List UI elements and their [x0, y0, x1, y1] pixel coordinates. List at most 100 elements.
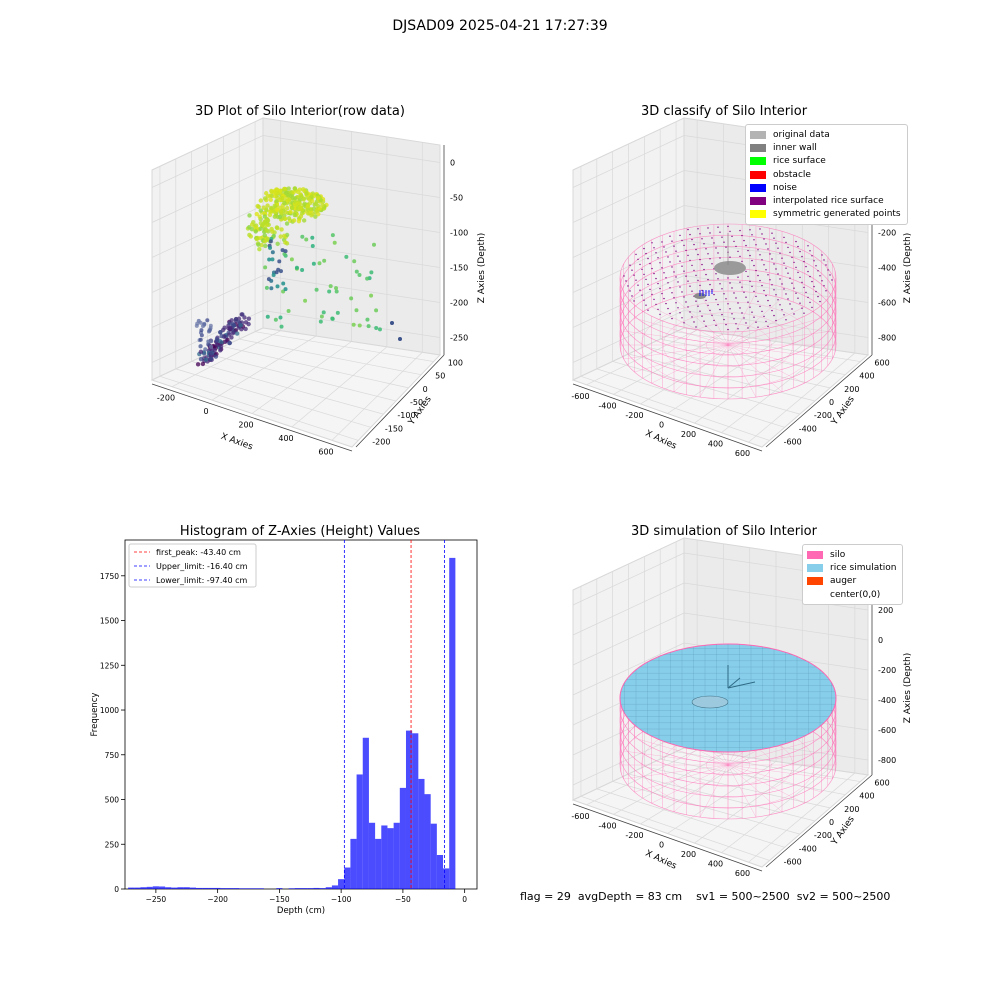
classify-grid-y [676, 331, 861, 362]
classify-interp-point [785, 267, 787, 269]
raw-point [219, 333, 224, 339]
raw-point [390, 321, 394, 325]
classify-interp-point [725, 323, 727, 326]
classify-interp-point [719, 308, 721, 311]
classify-interp-point [787, 272, 789, 274]
classify-interp-point [821, 280, 823, 282]
classify-interp-point [741, 260, 743, 263]
classify-interp-point [757, 326, 759, 328]
raw-point [265, 314, 270, 319]
classify-noise-point [711, 290, 713, 292]
classify-interp-point [729, 230, 731, 233]
classify-y-tick: -400 [799, 424, 817, 433]
classify-interp-point [693, 269, 695, 272]
classify-plot-title: 3D classify of Silo Interior [640, 104, 808, 119]
classify-interp-point [627, 285, 629, 287]
classify-interp-point [641, 294, 643, 296]
raw-point [352, 259, 357, 264]
classify-floor-line [634, 344, 729, 373]
histogram-bar [251, 888, 258, 889]
raw-point [275, 195, 280, 201]
classify-floor-ring [641, 301, 815, 389]
classify-ring [619, 257, 837, 366]
classify-interp-point [773, 314, 775, 317]
simulation-grid-y [628, 773, 816, 822]
classify-interp-point [783, 314, 785, 316]
classify-interp-point [751, 234, 753, 236]
classify-interp-point [785, 319, 787, 321]
raw-point [314, 287, 319, 292]
raw-point [289, 205, 295, 211]
raw-point [269, 286, 274, 291]
raw-point [261, 205, 266, 210]
simulation-legend: silo rice simulation auger center(0,0) [802, 544, 904, 606]
raw-point [264, 285, 269, 290]
classify-interp-point [623, 275, 625, 277]
raw-point [283, 190, 289, 196]
raw-z-tick: -150 [450, 264, 468, 273]
classify-grid-y [580, 375, 770, 441]
raw-point [249, 222, 255, 227]
classify-interp-point [703, 268, 705, 271]
raw-point [265, 236, 271, 242]
classify-legend-swatch [750, 210, 766, 219]
raw-point [209, 339, 214, 344]
classify-interp-point [737, 328, 739, 330]
simulation-x-tick: -200 [625, 831, 643, 840]
classify-interp-point [757, 249, 759, 251]
histogram-x-tick-label: −50 [395, 895, 411, 904]
classify-interp-point [715, 324, 717, 327]
classify-interp-point [809, 275, 811, 278]
classify-interp-point [831, 279, 833, 281]
histogram-bar [158, 886, 166, 889]
classify-interp-point [769, 253, 771, 255]
classify-legend-label: original data [773, 129, 830, 140]
classify-interp-point [827, 269, 829, 271]
classify-interp-point [693, 321, 695, 323]
classify-interp-point [761, 284, 763, 287]
classify-interp-point [751, 259, 753, 262]
raw-point [275, 284, 280, 289]
classify-interp-point [769, 304, 771, 307]
simulation-floor-line [727, 764, 805, 804]
histogram-bar [375, 838, 382, 889]
classify-interp-point [757, 274, 759, 277]
simulation-cone [691, 695, 729, 709]
raw-point [305, 203, 311, 209]
histogram-y-tick-label: 750 [105, 751, 120, 760]
classify-interp-point [797, 245, 799, 248]
simulation-grid-z [683, 582, 869, 611]
classify-interp-point [823, 285, 825, 287]
raw-point [286, 216, 292, 221]
classify-interp-point [643, 273, 645, 276]
raw-z-tick: -200 [450, 299, 468, 308]
simulation-x-tick: 400 [708, 860, 723, 869]
histogram-bar [449, 557, 456, 889]
classify-interp-point [727, 277, 729, 279]
classify-x-tick: 400 [708, 440, 723, 449]
classify-interp-point [637, 258, 639, 261]
histogram-bar [134, 887, 141, 889]
classify-interp-point [651, 267, 653, 270]
classify-interp-point [687, 228, 689, 231]
classify-interp-point [631, 295, 633, 297]
classify-3d-plot: -600-400-20002004006006004002000-200-400… [571, 117, 913, 458]
classify-x-tick: 600 [735, 449, 750, 458]
raw-point [243, 320, 249, 325]
classify-interp-point [755, 244, 757, 246]
classify-interp-point [769, 279, 771, 281]
classify-interp-point [741, 234, 743, 237]
raw-grid-z [262, 135, 441, 163]
classify-interp-point [789, 277, 791, 279]
raw-point [198, 344, 203, 349]
raw-point [292, 186, 298, 191]
classify-x-tick: -600 [571, 392, 589, 401]
classify-interp-point [631, 269, 633, 271]
simulation-legend-swatch [807, 577, 823, 586]
raw-point [265, 203, 270, 208]
raw-point [374, 326, 379, 331]
classify-interp-point [689, 285, 691, 287]
classify-grid-y [596, 368, 785, 428]
raw-point [334, 289, 339, 294]
classify-interp-point [727, 328, 729, 331]
